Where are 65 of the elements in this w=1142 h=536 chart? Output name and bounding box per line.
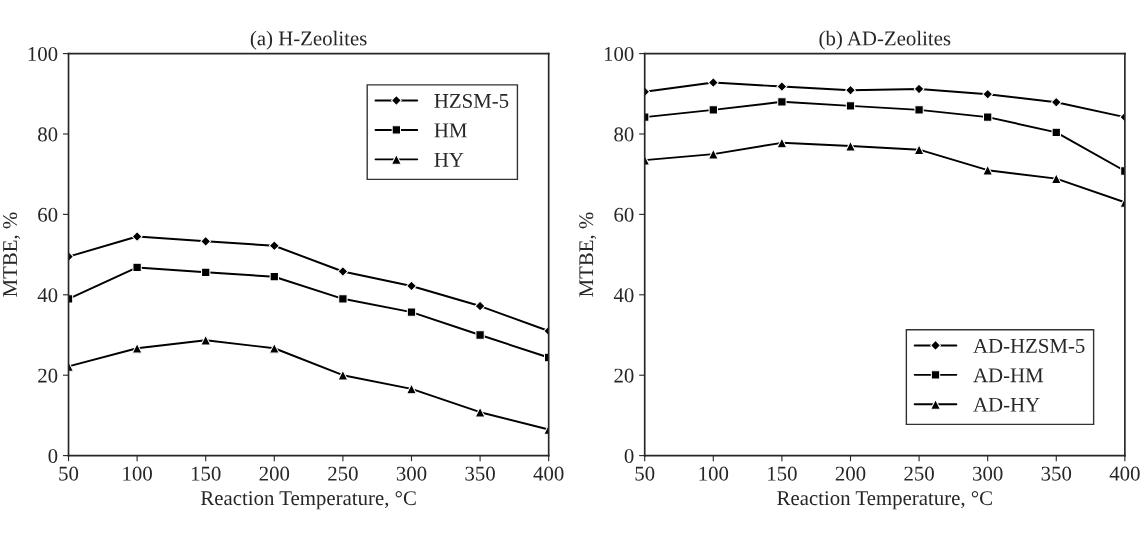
x-axis-title: Reaction Temperature, °C: [200, 491, 416, 510]
point: [474, 300, 486, 312]
y-tick-label: 80: [38, 127, 58, 142]
y-axis-title: MTBE, %: [3, 212, 21, 297]
x-tick-label: 50: [635, 466, 655, 481]
legend-label: AD-HM: [973, 368, 1044, 383]
x-tick-label: 400: [1109, 466, 1140, 481]
point: [707, 77, 719, 88]
y-tick-label: 40: [613, 288, 634, 303]
point: [914, 105, 924, 115]
x-tick-label: 250: [904, 466, 934, 481]
x-tick-label: 250: [328, 466, 358, 481]
x-tick-label: 200: [835, 466, 866, 481]
point: [268, 240, 280, 252]
point: [776, 137, 788, 149]
point: [1050, 96, 1062, 108]
y-tick-label: 40: [37, 288, 58, 303]
x-tick-label: 100: [699, 466, 729, 481]
legend-label: AD-HY: [973, 397, 1040, 412]
y-tick-label: 0: [624, 448, 634, 464]
point: [131, 342, 143, 354]
point: [708, 105, 718, 115]
point: [338, 294, 348, 304]
point: [845, 101, 856, 111]
x-tick-label: 150: [768, 466, 797, 481]
y-tick-label: 60: [614, 207, 634, 222]
point: [777, 97, 787, 107]
point: [131, 231, 143, 242]
y-tick-label: 100: [604, 46, 634, 62]
y-axis-title: MTBE, %: [579, 212, 597, 297]
x-tick-label: 100: [123, 466, 152, 481]
y-tick-label: 20: [38, 368, 58, 383]
point: [201, 267, 211, 277]
point: [132, 262, 142, 273]
x-tick-label: 150: [191, 466, 221, 481]
x-tick-label: 300: [396, 466, 427, 481]
x-tick-label: 350: [1041, 466, 1072, 481]
y-tick-label: 60: [38, 207, 58, 222]
legend-label: AD-HZSM-5: [973, 338, 1085, 353]
y-tick-label: 0: [48, 448, 58, 464]
legend-label: HZSM-5: [434, 93, 509, 108]
x-tick-label: 400: [533, 466, 564, 481]
point: [337, 266, 349, 277]
point: [200, 334, 212, 346]
point: [776, 81, 788, 92]
point: [982, 88, 994, 100]
x-tick-label: 50: [59, 466, 79, 481]
y-tick-label: 100: [28, 46, 58, 62]
y-tick-label: 80: [614, 127, 634, 142]
chart-title: (b) AD-Zeolites: [819, 30, 951, 50]
point: [269, 272, 279, 282]
point: [983, 112, 993, 122]
x-tick-label: 300: [973, 466, 1003, 481]
x-axis-title: Reaction Temperature, °C: [777, 491, 992, 510]
point: [474, 406, 486, 418]
point: [406, 307, 417, 317]
point: [337, 369, 349, 381]
point: [475, 330, 485, 340]
legend-label: HM: [434, 123, 467, 138]
chart-title: (a) H-Zeolites: [250, 30, 367, 50]
x-tick-label: 350: [465, 466, 495, 481]
y-tick-label: 20: [614, 368, 634, 383]
point: [1050, 173, 1062, 184]
legend-label: HY: [434, 153, 464, 167]
x-tick-label: 200: [259, 466, 290, 481]
